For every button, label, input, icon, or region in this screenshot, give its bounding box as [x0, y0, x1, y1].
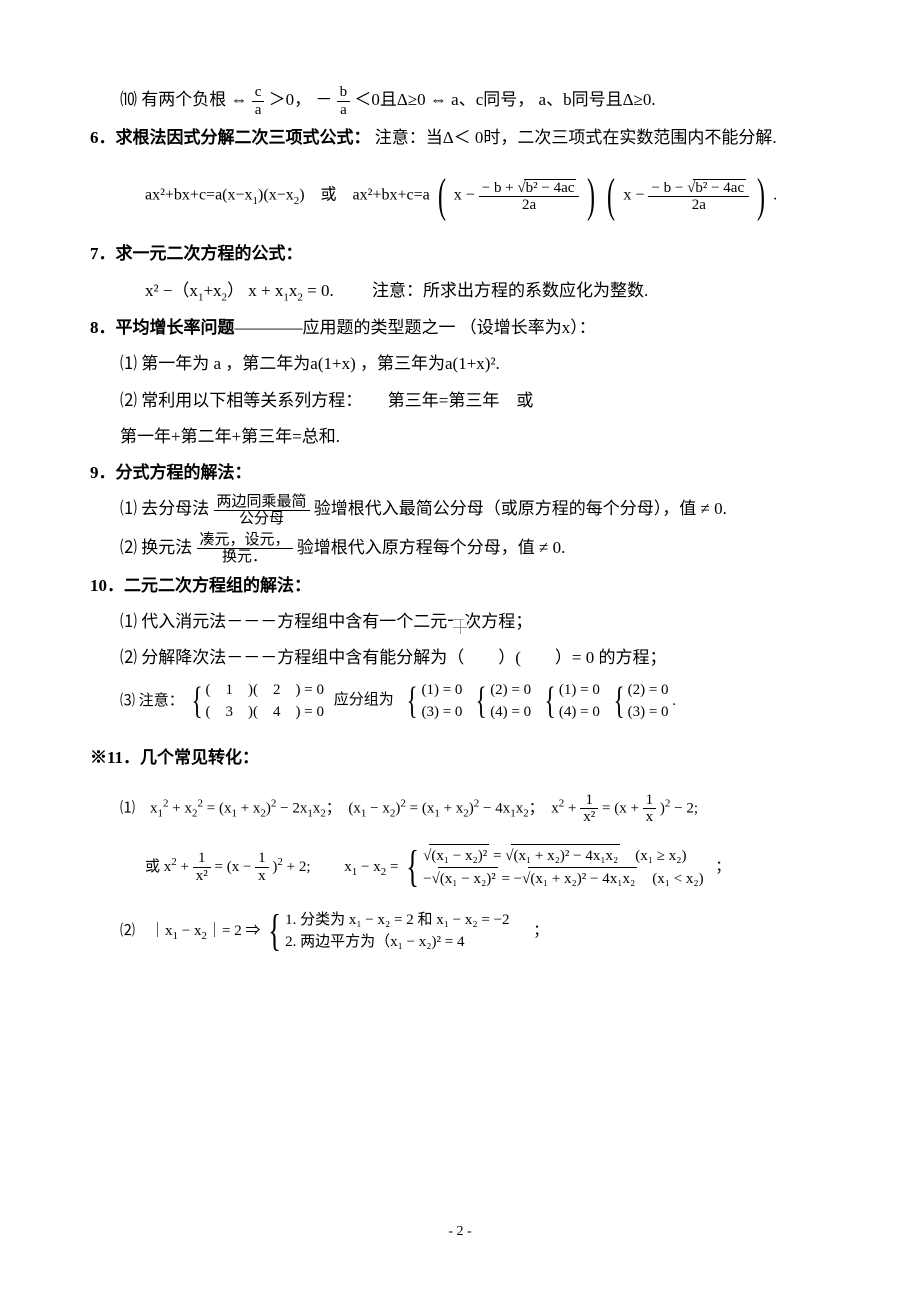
frac-1-xsq: 1x² — [580, 792, 598, 826]
heading-8: 8．平均增长率问题————应用题的类型题之一 （设增长率为x）： — [90, 312, 850, 344]
frac-1-x: 1x — [643, 792, 657, 826]
page-number: - 2 - — [0, 1224, 920, 1240]
watermark-icon — [453, 620, 467, 634]
item-8-2a: ⑵ 常利用以下相等关系列方程： 第三年=第三年 或 — [90, 385, 850, 417]
paren-icon: ) — [757, 172, 765, 220]
brace-icon: { — [613, 682, 624, 720]
frac-text: 两边同乘最简 公分母 — [214, 494, 310, 528]
paren-icon: ( — [438, 172, 446, 220]
equation-11-2: ⑵ ｜x1 − x2｜= 2 ⇒ { 1. 分类为 x₁ − x₂ = 2 和 … — [90, 909, 850, 954]
heading-tail: 注意：当Δ＜ 0时，二次三项式在实数范围内不能分解. — [375, 128, 777, 147]
quad-frac-1: − b + √b² − 4ac 2a — [479, 179, 580, 214]
paren-icon: ) — [587, 172, 595, 220]
heading-text: 6．求根法因式分解二次三项式公式： — [90, 128, 371, 147]
brace-icon: { — [407, 682, 418, 720]
brace-icon: { — [476, 682, 487, 720]
equation-7: x² −（x1+x2） x + x1x2 = 0. 注意：所求出方程的系数应化为… — [90, 275, 850, 308]
quad-frac-2: − b − √b² − 4ac 2a — [648, 179, 749, 214]
item-8-2b: 第一年+第二年+第三年=总和. — [90, 421, 850, 453]
brace-icon: { — [268, 909, 281, 953]
item-10-2: ⑵ 分解降次法－－－方程组中含有能分解为（ ）( ）= 0 的方程； — [90, 642, 850, 674]
item-10-1: ⑴ 代入消元法－－－方程组中含有一个二元一次方程； — [90, 606, 850, 638]
text: ⑽ 有两个负根 ⇔ — [120, 90, 252, 109]
brace-icon: { — [545, 682, 556, 720]
heading-6: 6．求根法因式分解二次三项式公式： 注意：当Δ＜ 0时，二次三项式在实数范围内不… — [90, 122, 850, 154]
paren-icon: ( — [607, 172, 615, 220]
equation-11-or: 或 x2 + 1x² = (x − 1x )2 + 2; x1 − x2 = {… — [90, 844, 850, 891]
frac-text: 凑元，设元， 换元． — [197, 532, 293, 566]
brace-icon: { — [191, 682, 202, 720]
text: ＜0且Δ≥0 ⇔ a、c同号， a、b同号且Δ≥0. — [354, 90, 655, 109]
text: ＞0， — [269, 90, 312, 109]
item-8-1: ⑴ 第一年为 a ，第二年为a(1+x) ，第三年为a(1+x)². — [90, 348, 850, 380]
heading-10: 10．二元二次方程组的解法： — [90, 570, 850, 602]
item-9-2: ⑵ 换元法 凑元，设元， 换元． 验增根代入原方程每个分母，值 ≠ 0. — [90, 532, 850, 566]
frac-c-over-a: c a — [252, 84, 265, 118]
heading-7: 7．求一元二次方程的公式： — [90, 238, 850, 270]
item-10: ⑽ 有两个负根 ⇔ c a ＞0， － b a ＜0且Δ≥0 ⇔ a、c同号， … — [90, 84, 850, 118]
heading-9: 9．分式方程的解法： — [90, 457, 850, 489]
heading-11: ※11．几个常见转化： — [90, 742, 850, 774]
item-9-1: ⑴ 去分母法 两边同乘最简 公分母 验增根代入最简公分母（或原方程的每个分母），… — [90, 493, 850, 527]
neg: － — [315, 90, 332, 109]
equation-11-1: ⑴ x12 + x22 = (x1 + x2)2 − 2x1x2； (x1 − … — [90, 792, 850, 826]
brace-icon: { — [406, 845, 419, 889]
equation-6: ax²+bx+c=a(x−x1)(x−x2) 或 ax²+bx+c=a ( x … — [90, 172, 850, 220]
item-10-3: ⑶ 注意： { ( 1 )( 2 ) = 0 ( 3 )( 4 ) = 0 应分… — [90, 679, 850, 724]
frac-b-over-a: b a — [337, 84, 351, 118]
